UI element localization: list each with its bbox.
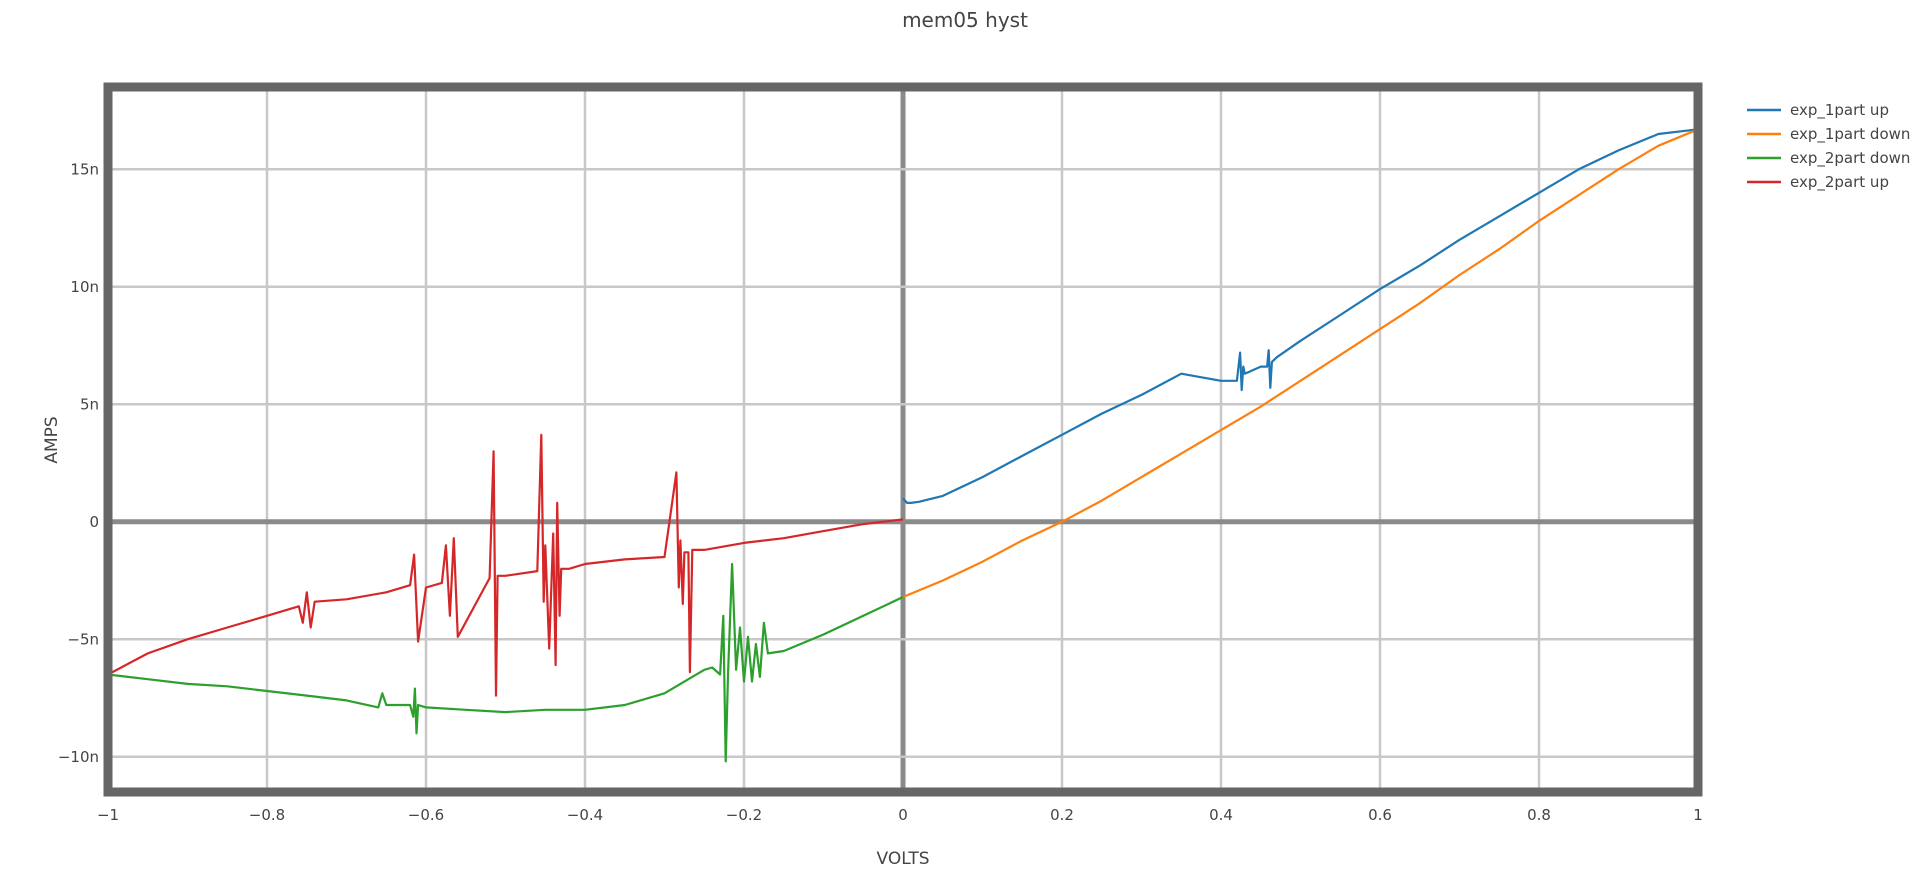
- legend-item[interactable]: exp_1part up: [1747, 101, 1889, 120]
- x-tick-label: −1: [97, 806, 119, 824]
- plot-frame: [103, 82, 1703, 797]
- y-axis-title: AMPS: [42, 416, 62, 463]
- legend-item[interactable]: exp_2part down: [1747, 149, 1910, 168]
- x-tick-label: −0.8: [249, 806, 285, 824]
- legend-label: exp_1part down: [1790, 125, 1910, 144]
- series-line-2: [902, 128, 1699, 599]
- y-tick-label: −5n: [67, 630, 99, 648]
- y-tick-label: 10n: [70, 278, 99, 296]
- x-tick-label: −0.2: [726, 806, 762, 824]
- x-tick-label: 0.8: [1527, 806, 1551, 824]
- y-tick-label: 15n: [70, 160, 99, 178]
- x-axis-ticks: −1 −0.8 −0.6 −0.4 −0.2 0 0.2 0.4 0.6 0.8 1: [97, 806, 1703, 824]
- grid-layer: [106, 87, 1700, 792]
- x-axis-title: VOLTS: [876, 849, 929, 869]
- series-line-4: [107, 433, 904, 697]
- y-tick-label: 0: [89, 513, 99, 531]
- y-tick-label: 5n: [80, 395, 99, 413]
- legend-label: exp_1part up: [1790, 101, 1889, 120]
- series-layer: [107, 128, 1699, 763]
- x-tick-label: 0.2: [1050, 806, 1074, 824]
- x-tick-label: 0.6: [1368, 806, 1392, 824]
- x-tick-label: −0.6: [408, 806, 444, 824]
- legend-item[interactable]: exp_1part down: [1747, 125, 1910, 144]
- chart-title: mem05 hyst: [902, 8, 1028, 32]
- y-tick-label: −10n: [58, 748, 99, 766]
- series-line-1: [902, 128, 1699, 504]
- x-tick-label: −0.4: [567, 806, 603, 824]
- x-tick-label: 0: [898, 806, 908, 824]
- legend-label: exp_2part up: [1790, 173, 1889, 192]
- legend-label: exp_2part down: [1790, 149, 1910, 168]
- series-line-3: [107, 562, 904, 763]
- legend-item[interactable]: exp_2part up: [1747, 173, 1889, 192]
- y-axis-ticks: −10n −5n 0 5n 10n 15n: [58, 160, 99, 766]
- x-tick-label: 0.4: [1209, 806, 1233, 824]
- legend[interactable]: exp_1part up exp_1part down exp_2part down…: [1747, 101, 1910, 192]
- x-tick-label: 1: [1693, 806, 1703, 824]
